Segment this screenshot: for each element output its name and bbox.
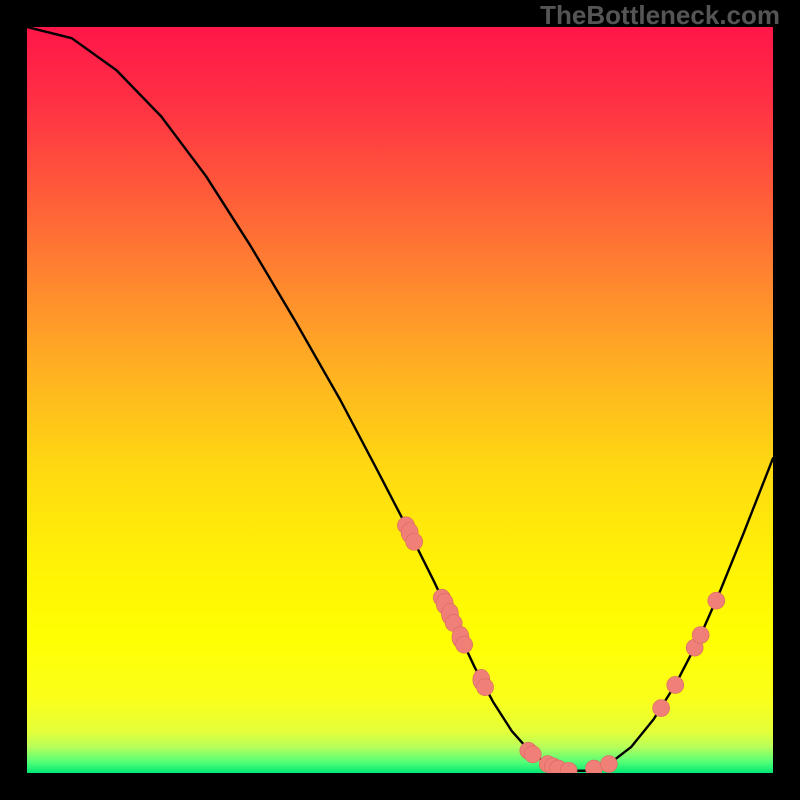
data-marker [524, 746, 541, 763]
data-marker [667, 676, 684, 693]
bottleneck-chart [27, 27, 773, 773]
data-marker [708, 592, 725, 609]
chart-frame: TheBottleneck.com [0, 0, 800, 800]
data-marker [456, 636, 473, 653]
plot-background [27, 27, 773, 773]
data-marker [600, 756, 617, 773]
data-marker [692, 626, 709, 643]
data-marker [653, 700, 670, 717]
watermark-text: TheBottleneck.com [540, 0, 780, 31]
data-marker [477, 679, 494, 696]
data-marker [406, 533, 423, 550]
